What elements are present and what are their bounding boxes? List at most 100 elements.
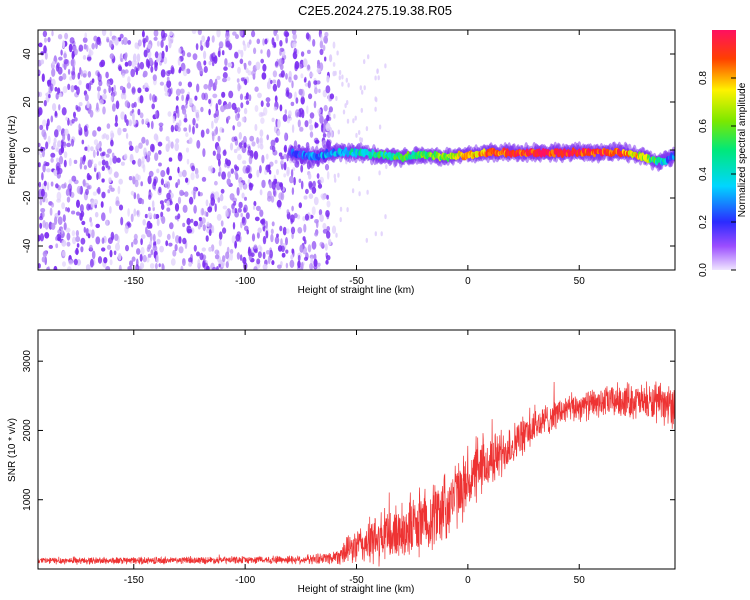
noise-blob bbox=[67, 207, 70, 213]
noise-blob bbox=[71, 210, 76, 215]
noise-blob bbox=[242, 40, 246, 46]
noise-blob bbox=[69, 188, 72, 197]
noise-blob bbox=[221, 171, 227, 180]
noise-blob bbox=[163, 56, 168, 65]
noise-blob bbox=[109, 53, 115, 60]
noise-blob bbox=[325, 122, 331, 132]
noise-blob bbox=[165, 45, 169, 53]
noise-blob bbox=[283, 153, 288, 159]
colorbar-tick-label: 0.6 bbox=[698, 119, 709, 133]
noise-blob bbox=[60, 49, 63, 56]
noise-blob bbox=[314, 231, 319, 237]
noise-blob bbox=[38, 147, 41, 156]
noise-blob bbox=[242, 135, 247, 145]
noise-blob bbox=[309, 254, 315, 260]
noise-blob bbox=[127, 60, 132, 67]
noise-blob bbox=[47, 135, 51, 145]
noise-blob bbox=[335, 96, 338, 101]
noise-blob bbox=[290, 214, 295, 223]
noise-blob bbox=[283, 146, 287, 152]
noise-blob bbox=[80, 69, 83, 77]
noise-blob bbox=[38, 107, 43, 116]
noise-blob bbox=[230, 168, 234, 174]
noise-blob bbox=[192, 105, 197, 113]
noise-blob bbox=[149, 93, 152, 101]
noise-blob bbox=[153, 213, 157, 220]
noise-blob bbox=[378, 124, 382, 130]
noise-blob bbox=[159, 125, 163, 132]
noise-blob bbox=[277, 130, 281, 137]
noise-blob bbox=[50, 152, 56, 158]
noise-blob bbox=[113, 84, 116, 92]
noise-blob bbox=[217, 135, 221, 142]
noise-blob bbox=[121, 39, 124, 45]
noise-blob bbox=[211, 35, 215, 43]
noise-blob bbox=[291, 124, 295, 134]
noise-blob bbox=[205, 199, 209, 207]
noise-blob bbox=[235, 34, 239, 40]
noise-blob bbox=[141, 234, 146, 240]
noise-blob bbox=[358, 191, 361, 197]
noise-blob bbox=[274, 61, 279, 67]
noise-blob bbox=[317, 108, 322, 114]
noise-blob bbox=[208, 229, 212, 236]
noise-blob bbox=[163, 33, 168, 38]
noise-blob bbox=[188, 124, 191, 133]
noise-blob bbox=[241, 192, 245, 199]
noise-blob bbox=[189, 97, 193, 106]
noise-blob bbox=[347, 82, 350, 88]
noise-blob bbox=[341, 74, 344, 80]
noise-blob bbox=[68, 259, 73, 266]
noise-blob bbox=[52, 141, 56, 149]
noise-blob bbox=[187, 81, 193, 88]
noise-blob bbox=[314, 87, 318, 95]
noise-blob bbox=[41, 172, 44, 181]
noise-blob bbox=[140, 238, 143, 246]
noise-blob bbox=[208, 60, 212, 66]
noise-blob bbox=[203, 66, 208, 73]
colorbar-gradient bbox=[712, 30, 736, 270]
noise-blob bbox=[328, 106, 333, 113]
noise-blob bbox=[281, 252, 286, 258]
noise-blob bbox=[67, 133, 71, 141]
noise-blob bbox=[79, 204, 84, 213]
noise-blob bbox=[243, 142, 247, 149]
noise-blob bbox=[65, 116, 68, 121]
noise-blob bbox=[142, 219, 146, 226]
noise-blob bbox=[43, 45, 47, 54]
noise-blob bbox=[161, 263, 164, 269]
noise-blob bbox=[92, 191, 97, 196]
noise-blob bbox=[110, 130, 114, 139]
noise-blob bbox=[91, 78, 95, 83]
noise-blob bbox=[132, 53, 137, 63]
noise-blob bbox=[185, 132, 189, 138]
noise-blob bbox=[146, 256, 150, 263]
noise-blob bbox=[338, 70, 342, 75]
y-tick-label: 1000 bbox=[22, 488, 33, 511]
noise-blob bbox=[186, 95, 190, 100]
noise-blob bbox=[156, 58, 160, 63]
noise-blob bbox=[46, 122, 49, 131]
noise-blob bbox=[148, 206, 151, 212]
noise-blob bbox=[62, 86, 68, 94]
noise-blob bbox=[259, 189, 263, 196]
noise-blob bbox=[40, 59, 45, 65]
noise-blob bbox=[300, 96, 305, 105]
noise-blob bbox=[240, 212, 243, 218]
noise-blob bbox=[244, 78, 248, 86]
noise-blob bbox=[258, 111, 264, 118]
noise-blob bbox=[307, 80, 311, 89]
noise-blob bbox=[93, 139, 99, 146]
noise-blob bbox=[39, 124, 44, 131]
noise-blob bbox=[160, 211, 164, 218]
noise-blob bbox=[354, 115, 357, 121]
noise-blob bbox=[196, 83, 200, 93]
noise-blob bbox=[47, 37, 51, 43]
noise-blob bbox=[215, 108, 220, 118]
noise-blob bbox=[339, 217, 342, 223]
noise-blob bbox=[137, 108, 141, 116]
noise-blob bbox=[221, 91, 226, 98]
noise-blob bbox=[183, 127, 188, 132]
noise-blob bbox=[160, 40, 164, 48]
noise-blob bbox=[199, 252, 204, 261]
